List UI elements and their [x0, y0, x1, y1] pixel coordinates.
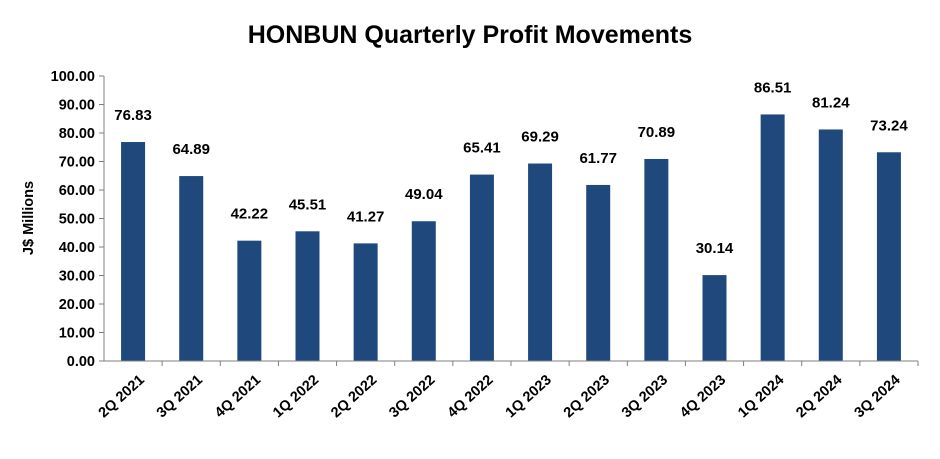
data-label: 81.24	[812, 94, 850, 111]
data-label: 49.04	[405, 186, 443, 203]
x-tick-label: 1Q 2024	[735, 372, 787, 421]
y-tick-label: 30.00	[59, 269, 95, 285]
y-tick-label: 40.00	[59, 240, 95, 256]
y-tick-label: 60.00	[59, 183, 95, 199]
y-tick-label: 20.00	[59, 297, 95, 313]
y-tick-label: 10.00	[59, 326, 95, 342]
y-tick-label: 70.00	[59, 155, 95, 171]
data-label: 61.77	[579, 150, 617, 167]
y-tick-label: 100.00	[51, 69, 95, 85]
x-tick-label: 2Q 2024	[793, 372, 845, 421]
data-label: 65.41	[463, 140, 501, 157]
x-tick-label: 4Q 2023	[677, 372, 729, 421]
x-tick-label: 3Q 2024	[852, 372, 904, 421]
bar	[528, 163, 553, 361]
x-tick-label: 3Q 2023	[619, 372, 671, 421]
data-label: 86.51	[754, 79, 792, 96]
data-label: 30.14	[696, 240, 734, 257]
data-label: 64.89	[172, 141, 210, 158]
y-axis: 0.00 10.00 20.00 30.00 40.00 50.00 60.00 70.00 8…	[51, 69, 104, 370]
data-label: 76.83	[114, 107, 152, 124]
bar	[179, 176, 204, 361]
bar-series	[121, 114, 901, 361]
y-tick-label: 0.00	[67, 354, 95, 370]
bar	[586, 184, 611, 361]
data-labels: 76.83 64.89 42.22 45.51 41.27 49.04 65.41 69.29…	[114, 79, 908, 257]
bar	[237, 240, 262, 361]
y-tick-label: 90.00	[59, 98, 95, 114]
y-axis-label: J$ Millions	[21, 181, 37, 255]
data-label: 42.22	[231, 206, 269, 223]
x-tick-label: 1Q 2022	[270, 372, 322, 421]
x-tick-label: 4Q 2022	[445, 372, 497, 421]
bar	[411, 221, 436, 361]
chart-title: HONBUN Quarterly Profit Movements	[248, 21, 693, 49]
data-label: 41.27	[347, 208, 385, 225]
x-tick-label: 3Q 2022	[386, 372, 438, 421]
x-tick-label: 2Q 2021	[96, 372, 148, 421]
data-label: 69.29	[521, 129, 559, 146]
data-label: 45.51	[289, 196, 327, 213]
x-tick-label: 4Q 2021	[212, 372, 264, 421]
y-tick-label: 80.00	[59, 126, 95, 142]
bar	[644, 158, 669, 361]
data-label: 73.24	[870, 117, 908, 134]
y-tick-label: 50.00	[59, 212, 95, 228]
bar	[702, 275, 727, 361]
x-axis: 2Q 2021 3Q 2021 4Q 2021 1Q 2022 2Q 2022 3Q 20…	[96, 361, 919, 421]
x-tick-label: 2Q 2023	[561, 372, 613, 421]
bar	[121, 142, 146, 361]
bar	[876, 152, 901, 361]
x-tick-label: 1Q 2023	[503, 372, 555, 421]
x-tick-label: 2Q 2022	[328, 372, 380, 421]
bar	[353, 243, 378, 361]
bar	[818, 129, 843, 361]
bar	[760, 114, 785, 361]
bar	[469, 174, 494, 361]
bar	[295, 231, 320, 361]
x-tick-label: 3Q 2021	[154, 372, 206, 421]
data-label: 70.89	[638, 124, 676, 141]
